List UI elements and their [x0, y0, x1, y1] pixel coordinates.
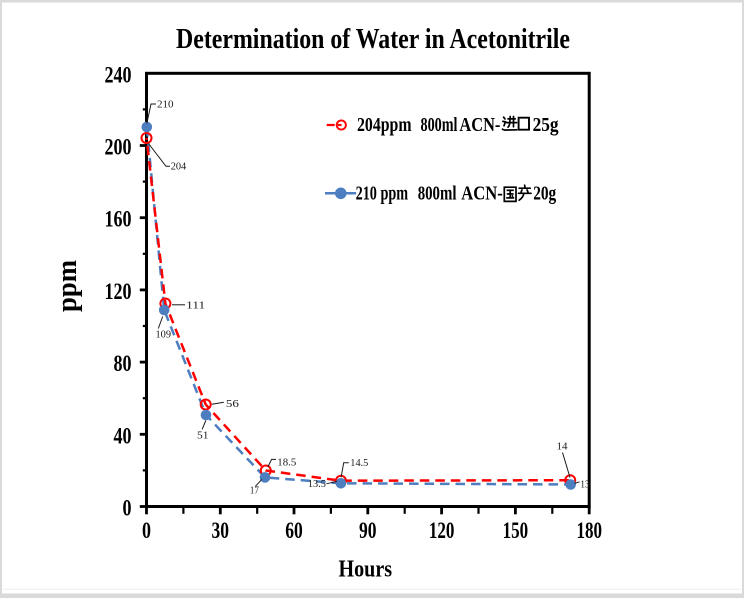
svg-text:800ml: 800ml [421, 114, 458, 136]
svg-text:14: 14 [557, 441, 569, 453]
svg-text:Hours: Hours [339, 556, 393, 583]
svg-text:210: 210 [157, 99, 174, 111]
svg-text:ppm: ppm [52, 260, 83, 312]
svg-text:13: 13 [580, 479, 590, 491]
svg-text:180: 180 [576, 518, 602, 543]
svg-text:60: 60 [285, 518, 303, 543]
svg-text:30: 30 [212, 518, 230, 543]
svg-text:210 ppm: 210 ppm [356, 182, 409, 204]
svg-text:Determination of Water in Acet: Determination of Water in Acetonitrile [176, 24, 570, 55]
svg-text:56: 56 [226, 398, 240, 410]
svg-text:240: 240 [105, 62, 132, 87]
svg-text:111: 111 [186, 300, 205, 312]
svg-text:120: 120 [429, 518, 455, 543]
svg-text:200: 200 [105, 135, 132, 160]
svg-text:150: 150 [503, 518, 529, 543]
svg-text:109: 109 [156, 329, 172, 341]
svg-text:0: 0 [123, 496, 132, 521]
svg-text:17: 17 [250, 485, 259, 497]
svg-text:13.5: 13.5 [308, 478, 326, 490]
svg-text:160: 160 [105, 207, 132, 232]
svg-text:14.5: 14.5 [350, 457, 368, 469]
svg-text:204: 204 [171, 161, 187, 173]
svg-text:40: 40 [114, 423, 132, 448]
svg-text:0: 0 [142, 518, 151, 543]
svg-text:25g: 25g [533, 114, 559, 136]
svg-text:120: 120 [105, 279, 132, 304]
svg-text:90: 90 [359, 518, 377, 543]
svg-text:18.5: 18.5 [277, 457, 296, 469]
svg-text:51: 51 [197, 430, 209, 442]
svg-text:80: 80 [114, 351, 132, 376]
svg-text:ACN-: ACN- [459, 114, 500, 136]
svg-text:204ppm: 204ppm [357, 114, 412, 136]
svg-text:800ml: 800ml [418, 182, 457, 204]
svg-text:20g: 20g [533, 182, 556, 204]
svg-text:ACN-: ACN- [461, 182, 503, 204]
